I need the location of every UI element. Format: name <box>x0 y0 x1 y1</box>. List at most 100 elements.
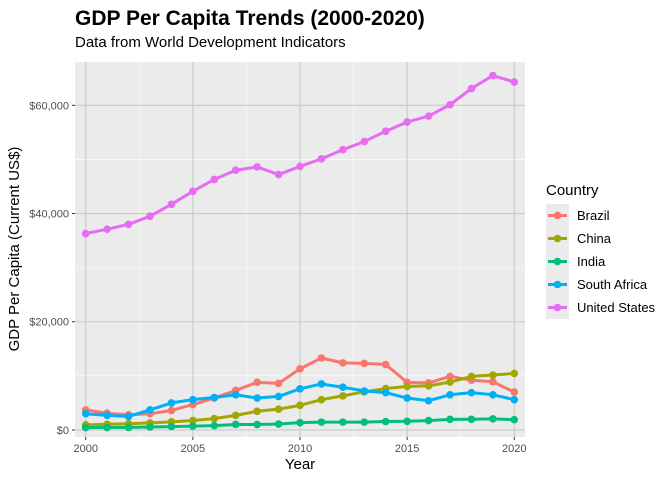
data-point-south-africa <box>167 399 176 407</box>
data-point-india <box>403 417 411 426</box>
data-point-south-africa <box>146 406 154 414</box>
y-tick-label: $20,000 <box>29 317 69 329</box>
data-point-china <box>446 378 454 386</box>
data-point-india <box>446 415 454 424</box>
legend-label: United States <box>577 300 656 315</box>
data-point-south-africa <box>274 392 283 401</box>
y-tick-label: $0 <box>57 425 69 437</box>
data-point-china <box>424 382 433 390</box>
data-point-united-states <box>253 163 261 171</box>
data-point-india <box>81 423 90 432</box>
legend-label: South Africa <box>577 277 648 292</box>
data-point-india <box>253 420 261 429</box>
data-point-united-states <box>231 166 240 175</box>
data-point-south-africa <box>403 394 411 402</box>
data-point-brazil <box>510 388 519 396</box>
data-point-india <box>360 418 369 426</box>
data-point-india <box>210 421 219 430</box>
series-india <box>81 415 519 432</box>
legend-title: Country <box>546 182 599 199</box>
data-point-india <box>274 420 283 428</box>
y-axis-ticks: $0 $20,000 $40,000 $60,000 <box>29 100 75 437</box>
legend-label: China <box>577 231 612 246</box>
data-point-united-states <box>510 78 519 86</box>
legend-label: India <box>577 254 606 269</box>
data-point-china <box>231 411 240 420</box>
y-tick-label: $60,000 <box>29 100 69 112</box>
data-point-united-states <box>317 155 326 163</box>
data-point-china <box>489 371 497 379</box>
data-point-united-states <box>296 162 304 171</box>
data-point-south-africa <box>253 394 261 402</box>
data-point-united-states <box>81 229 90 238</box>
x-axis-ticks: 2000 2005 2010 2015 2020 <box>73 437 527 455</box>
data-point-south-africa <box>489 390 497 399</box>
data-point-united-states <box>403 118 411 126</box>
data-point-united-states <box>424 112 433 120</box>
data-point-united-states <box>381 127 390 136</box>
data-point-india <box>103 423 111 432</box>
data-point-china <box>253 407 261 416</box>
data-point-brazil <box>360 359 369 368</box>
data-point-china <box>274 405 283 413</box>
data-point-united-states <box>360 137 369 146</box>
data-point-united-states <box>489 71 497 80</box>
data-point-united-states <box>210 175 219 184</box>
data-point-brazil <box>253 378 261 387</box>
data-point-india <box>296 418 304 427</box>
data-point-united-states <box>124 220 133 229</box>
legend-key-point <box>553 211 562 220</box>
data-point-china <box>510 369 519 378</box>
data-point-south-africa <box>189 395 197 404</box>
x-tick-label: 2015 <box>395 443 419 455</box>
data-point-united-states <box>274 170 283 179</box>
legend-item-united-states: United States <box>546 296 656 319</box>
series-south-africa <box>81 380 519 421</box>
x-tick-label: 2010 <box>288 443 312 455</box>
data-point-south-africa <box>446 390 454 399</box>
data-point-united-states <box>146 212 154 221</box>
data-point-china <box>403 382 411 391</box>
data-point-china <box>210 414 219 423</box>
data-point-south-africa <box>296 385 304 393</box>
legend-key-point <box>553 257 562 266</box>
legend: Country Brazil China India South Africa Unit… <box>546 182 656 319</box>
data-point-united-states <box>446 100 454 109</box>
legend-item-brazil: Brazil <box>546 204 610 227</box>
data-point-south-africa <box>424 396 433 405</box>
legend-key-point <box>553 303 562 312</box>
data-point-united-states <box>339 145 347 154</box>
data-point-south-africa <box>360 387 369 395</box>
data-point-india <box>467 415 476 424</box>
data-point-india <box>424 416 433 425</box>
y-tick-label: $40,000 <box>29 209 69 221</box>
data-point-brazil <box>167 406 176 415</box>
x-tick-label: 2005 <box>181 443 205 455</box>
series-layer <box>81 71 519 432</box>
chart-title: GDP Per Capita Trends (2000-2020) <box>75 7 425 30</box>
data-point-china <box>467 372 476 381</box>
data-point-south-africa <box>339 383 347 392</box>
data-point-south-africa <box>231 390 240 399</box>
legend-item-india: India <box>546 250 606 273</box>
data-point-brazil <box>339 359 347 367</box>
data-point-india <box>189 422 197 430</box>
x-axis-title: Year <box>285 456 315 473</box>
data-point-brazil <box>296 365 304 373</box>
data-point-united-states <box>167 200 176 209</box>
data-point-india <box>167 422 176 431</box>
data-point-united-states <box>467 84 476 93</box>
y-axis-title: GDP Per Capita (Current US$) <box>6 147 23 352</box>
data-point-india <box>510 415 519 424</box>
data-point-china <box>317 395 326 404</box>
data-point-south-africa <box>467 388 476 397</box>
series-united-states <box>81 71 519 238</box>
data-point-india <box>339 418 347 426</box>
legend-item-china: China <box>546 227 612 250</box>
data-point-south-africa <box>510 395 519 404</box>
data-point-china <box>296 401 304 410</box>
data-point-united-states <box>189 187 197 196</box>
data-point-india <box>381 417 390 426</box>
data-point-brazil <box>381 360 390 369</box>
